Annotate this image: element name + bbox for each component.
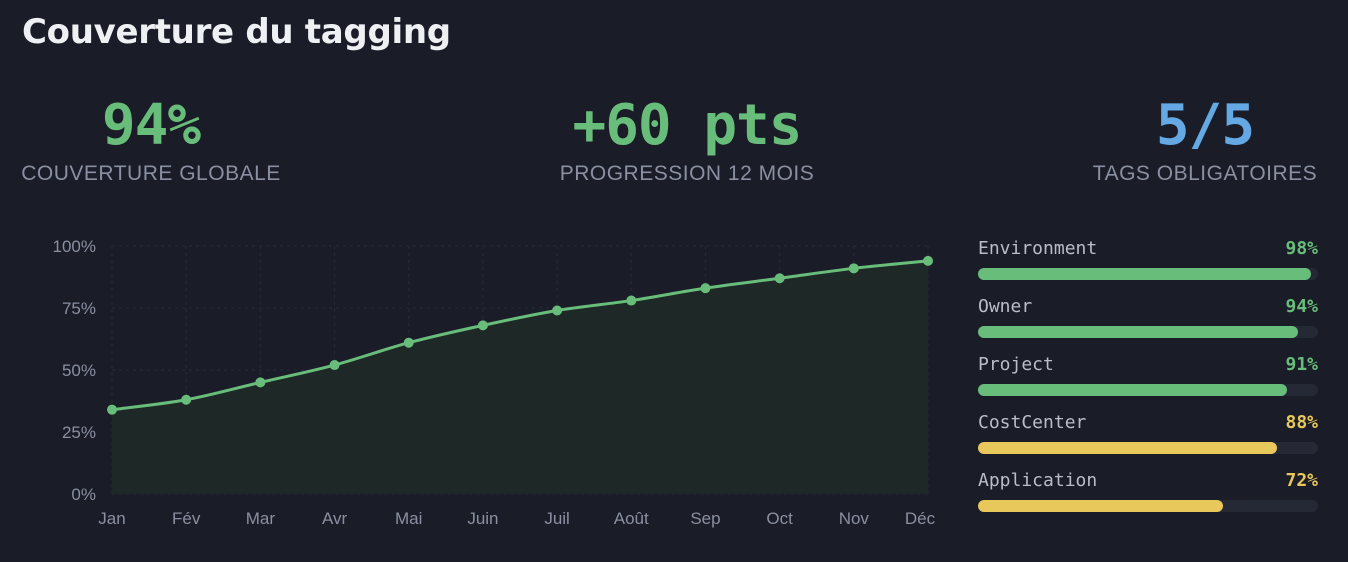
- chart-area-layer: [110, 259, 930, 494]
- coverage-line-chart: 0% 25% 50% 75% 100% Jan Fév Mar Avr Mai Juin Juil A…: [53, 237, 936, 528]
- data-point: [255, 377, 266, 388]
- tag-percentage: 91%: [1285, 354, 1318, 375]
- tag-progress-track: [978, 442, 1318, 454]
- kpi-value: 5/5: [1155, 93, 1255, 158]
- data-point: [477, 320, 488, 331]
- tag-progress-track: [978, 500, 1318, 512]
- tag-name: CostCenter: [978, 412, 1087, 433]
- tag-row-environment: Environment 98%: [978, 238, 1318, 296]
- y-tick-label: 25%: [62, 423, 96, 442]
- series-area-fill: [112, 260, 928, 494]
- x-tick-label: Mar: [246, 509, 276, 528]
- tag-name: Project: [978, 354, 1054, 375]
- tag-progress-fill: [978, 500, 1223, 512]
- tag-progress-fill: [978, 326, 1298, 338]
- x-tick-label: Août: [614, 509, 649, 528]
- tag-percentage: 98%: [1285, 238, 1318, 259]
- data-point: [552, 305, 563, 316]
- x-tick-label: Sep: [690, 509, 720, 528]
- y-tick-label: 100%: [53, 237, 96, 256]
- tag-row-owner: Owner 94%: [978, 296, 1318, 354]
- tag-progress-fill: [978, 442, 1278, 454]
- series-line: [110, 259, 930, 412]
- data-point: [107, 404, 117, 415]
- data-point: [700, 283, 711, 294]
- tag-name: Application: [978, 470, 1098, 491]
- data-point: [774, 273, 785, 284]
- kpi-mandatory-tags: 5/5 TAGS OBLIGATOIRES: [1092, 94, 1318, 186]
- page-title: Couverture du tagging: [22, 12, 451, 52]
- tag-progress-track: [978, 326, 1318, 338]
- x-tick-label: Fév: [172, 509, 201, 528]
- x-tick-label: Avr: [322, 509, 348, 528]
- y-tick-label: 75%: [62, 299, 96, 318]
- data-point: [848, 263, 859, 274]
- tag-name: Environment: [978, 238, 1098, 259]
- x-axis-ticks: Jan Fév Mar Avr Mai Juin Juil Août Sep Oct Nov Déc: [98, 509, 935, 528]
- chart-points: [107, 255, 933, 415]
- tag-row-project: Project 91%: [978, 354, 1318, 412]
- kpi-label: COUVERTURE GLOBALE: [21, 162, 281, 185]
- y-tick-label: 50%: [62, 361, 96, 380]
- tag-row-application: Application 72%: [978, 470, 1318, 528]
- tag-progress-track: [978, 268, 1318, 280]
- tag-progress-track: [978, 384, 1318, 396]
- data-point: [329, 360, 340, 371]
- tag-progress-fill: [978, 384, 1288, 396]
- y-tick-label: 0%: [71, 485, 96, 504]
- data-point: [626, 295, 637, 306]
- kpi-progression: +60 pts PROGRESSION 12 MOIS: [560, 94, 814, 186]
- kpi-label: PROGRESSION 12 MOIS: [559, 162, 815, 185]
- tag-progress-fill: [978, 268, 1312, 280]
- data-point: [403, 337, 414, 348]
- tag-coverage-list: Environment 98% Owner 94% Project 91% CostCent…: [978, 238, 1318, 528]
- x-tick-label: Jan: [98, 509, 125, 528]
- x-tick-label: Déc: [905, 509, 936, 528]
- data-point: [923, 255, 933, 266]
- y-axis-ticks: 0% 25% 50% 75% 100%: [53, 237, 96, 504]
- x-tick-label: Nov: [839, 509, 870, 528]
- tag-row-costcenter: CostCenter 88%: [978, 412, 1318, 470]
- tag-name: Owner: [978, 296, 1033, 317]
- kpi-value: +60 pts: [572, 93, 802, 158]
- tag-percentage: 88%: [1285, 412, 1318, 433]
- data-point: [181, 394, 192, 405]
- kpi-value: 94%: [101, 93, 201, 158]
- x-tick-label: Juin: [467, 509, 498, 528]
- kpi-label: TAGS OBLIGATOIRES: [1092, 162, 1318, 185]
- x-tick-label: Mai: [395, 509, 422, 528]
- kpi-global-coverage: 94% COUVERTURE GLOBALE: [21, 93, 281, 186]
- x-tick-label: Juil: [544, 509, 570, 528]
- x-tick-label: Oct: [766, 509, 793, 528]
- tag-percentage: 94%: [1285, 296, 1318, 317]
- tag-percentage: 72%: [1285, 470, 1318, 491]
